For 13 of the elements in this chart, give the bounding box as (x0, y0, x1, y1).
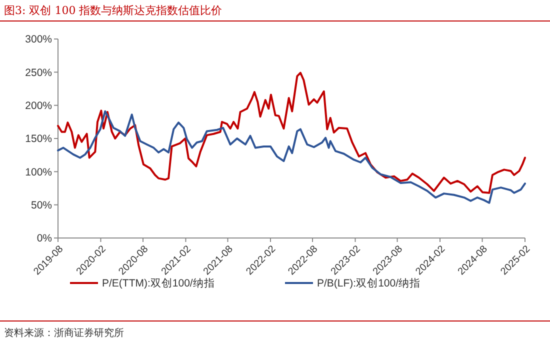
y-tick-label: 300% (25, 34, 52, 46)
y-tick-label: 250% (25, 66, 52, 79)
line-series (57, 72, 526, 194)
legend-label: P/E(TTM):双创100/纳指 (102, 278, 215, 290)
legend-label: P/B(LF):双创100/纳指 (317, 278, 421, 290)
y-tick-label: 200% (25, 100, 52, 112)
y-tick-label: 50% (30, 200, 52, 212)
y-tick-label: 100% (25, 166, 52, 178)
y-tick-label: 150% (25, 133, 52, 146)
line-series (57, 110, 526, 204)
text: 资料来源：浙商证券研究所 (4, 327, 124, 339)
y-tick-label: 0% (36, 232, 52, 245)
chart-title: 图3: 双创 100 指数与纳斯达克指数估值比价 (4, 4, 222, 17)
